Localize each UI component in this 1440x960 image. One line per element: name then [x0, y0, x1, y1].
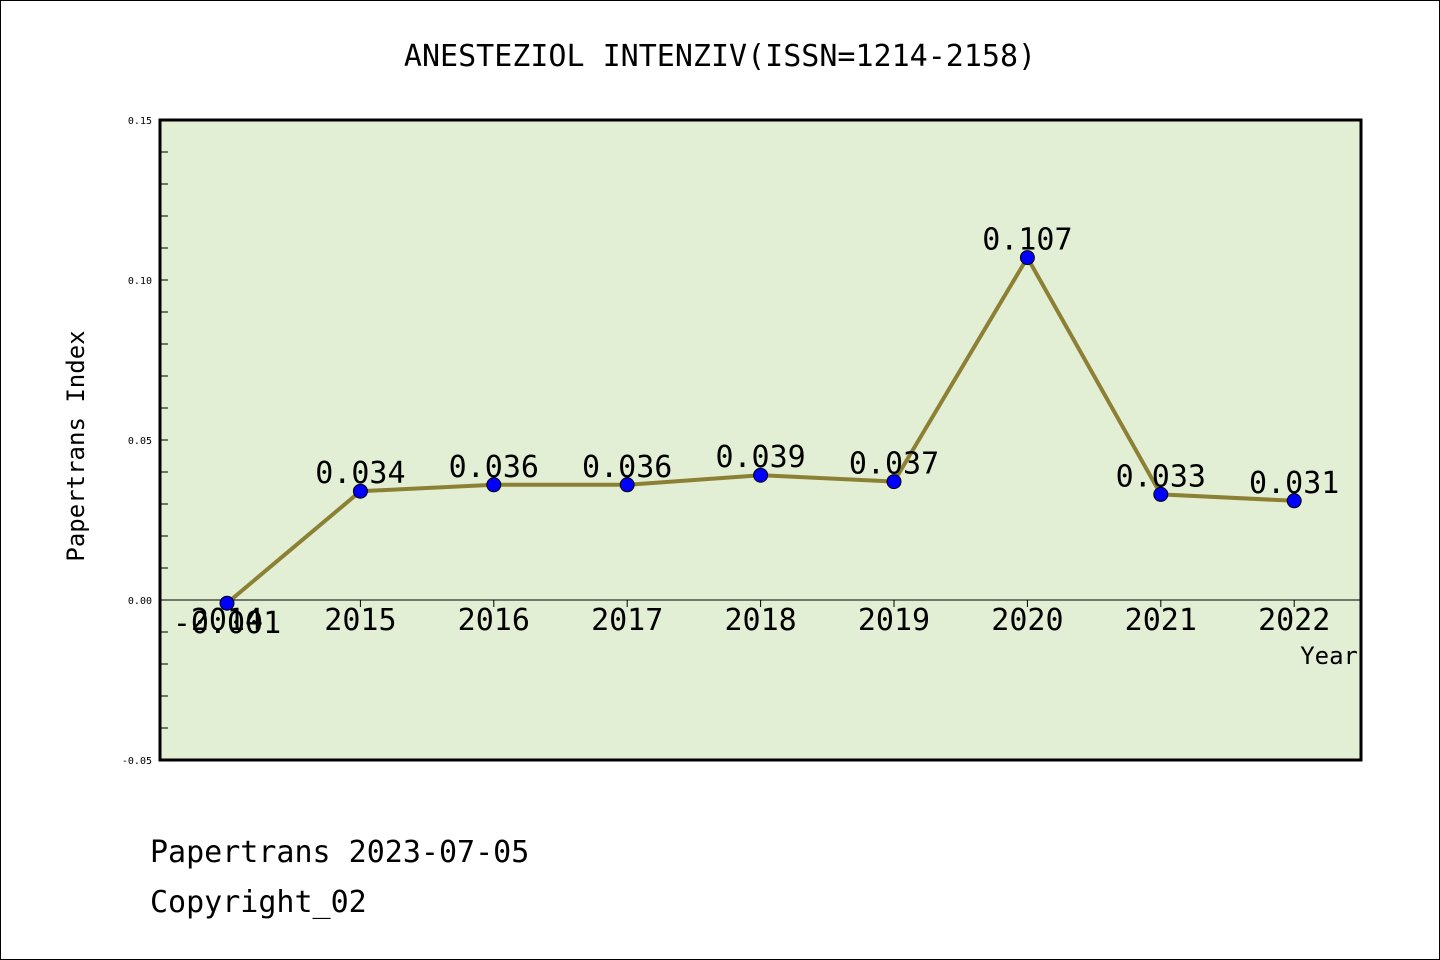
- data-point-marker: [886, 474, 902, 490]
- x-tick-label: 2020: [991, 603, 1063, 638]
- data-point-marker: [619, 477, 635, 493]
- y-tick-label: 0.15: [128, 116, 152, 127]
- y-axis-label: Papertrans Index: [62, 330, 90, 561]
- y-tick-label: 0.10: [128, 276, 152, 287]
- data-point-marker: [219, 595, 235, 611]
- series-markers: [219, 250, 1302, 611]
- y-tick-label: -0.05: [122, 756, 152, 767]
- x-tick-label: 2016: [458, 603, 530, 638]
- x-tick-label: 2022: [1258, 603, 1330, 638]
- data-label: 0.039: [715, 440, 805, 475]
- data-label: 0.033: [1116, 459, 1206, 494]
- data-label: -0.001: [173, 606, 281, 641]
- x-axis-tick-labels: 2014 2015 2016 2017 2018 2019 2020 2021 2022: [191, 600, 1330, 638]
- x-axis-label: Year: [1300, 642, 1358, 670]
- data-label: 0.036: [449, 450, 539, 485]
- plot-border: [158, 118, 1363, 762]
- data-labels: -0.001 0.034 0.036 0.036 0.039 0.037 0.107 0.03…: [173, 223, 1340, 642]
- data-point-marker: [1286, 493, 1302, 509]
- data-label: 0.036: [582, 450, 672, 485]
- chart-title: ANESTEZIOL INTENZIV(ISSN=1214-2158): [404, 39, 1036, 74]
- plot-area: [160, 120, 1361, 760]
- data-label: 0.107: [982, 223, 1072, 258]
- x-tick-label: 2018: [724, 603, 796, 638]
- x-tick-label: 2021: [1125, 603, 1197, 638]
- data-label: 0.031: [1249, 466, 1339, 501]
- x-tick-label: 2017: [591, 603, 663, 638]
- data-label: 0.037: [849, 447, 939, 482]
- data-point-marker: [352, 483, 368, 499]
- y-tick-label: 0.00: [128, 596, 152, 607]
- data-label: 0.034: [315, 456, 405, 491]
- footer-date: Papertrans 2023-07-05: [150, 835, 530, 870]
- data-point-marker: [1019, 250, 1035, 266]
- data-point-marker: [753, 467, 769, 483]
- y-tick-label: 0.05: [128, 436, 152, 447]
- x-tick-label: 2015: [324, 603, 396, 638]
- x-tick-label: 2019: [858, 603, 930, 638]
- data-point-marker: [1153, 486, 1169, 502]
- data-point-marker: [486, 477, 502, 493]
- footer-copyright: Copyright_02: [150, 885, 367, 920]
